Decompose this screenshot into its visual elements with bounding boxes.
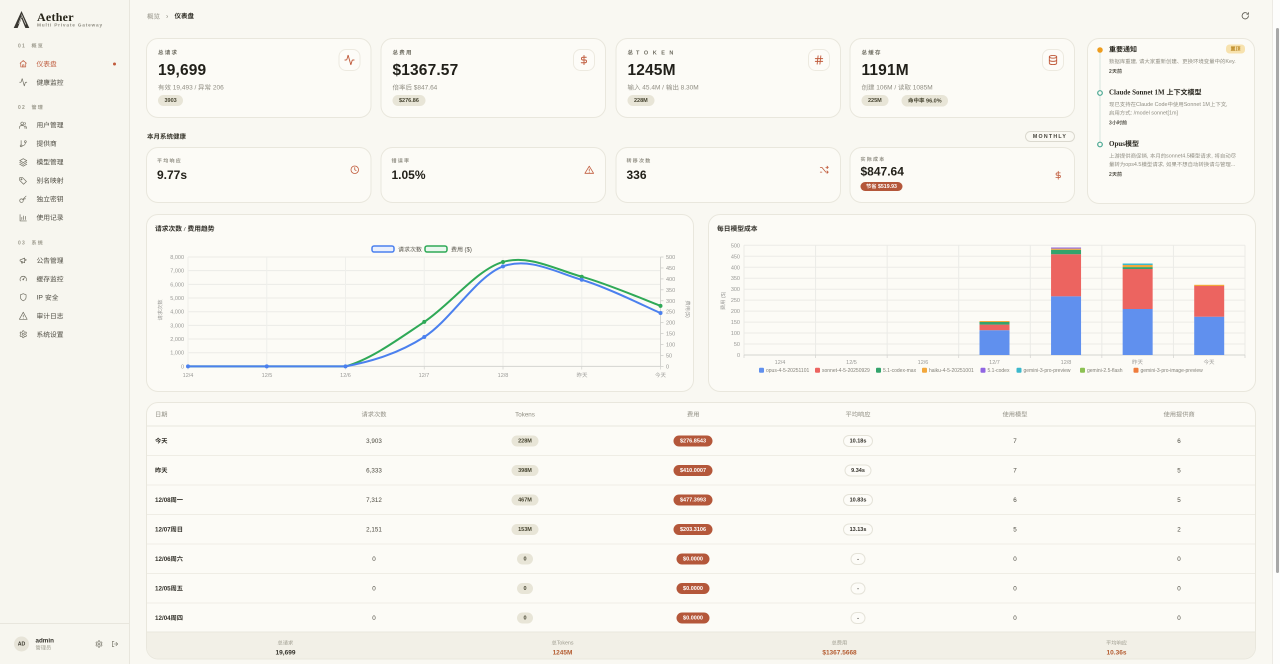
- svg-text:400: 400: [731, 265, 740, 271]
- svg-text:50: 50: [734, 342, 740, 348]
- svg-text:100: 100: [666, 343, 675, 349]
- svg-text:100: 100: [731, 331, 740, 337]
- svg-text:400: 400: [666, 277, 675, 283]
- svg-text:4,000: 4,000: [170, 310, 184, 316]
- svg-text:500: 500: [731, 243, 740, 249]
- svg-text:50: 50: [666, 353, 672, 359]
- svg-text:200: 200: [666, 321, 675, 327]
- svg-text:opus-4-5-20251101: opus-4-5-20251101: [766, 368, 809, 374]
- svg-text:12/7: 12/7: [989, 360, 1000, 366]
- svg-text:450: 450: [666, 266, 675, 272]
- svg-text:3,000: 3,000: [170, 323, 184, 329]
- svg-text:12/4: 12/4: [775, 360, 786, 366]
- svg-text:5.1-codex: 5.1-codex: [988, 368, 1010, 374]
- svg-text:12/6: 12/6: [918, 360, 929, 366]
- svg-text:haiku-4-5-20251001: haiku-4-5-20251001: [929, 368, 974, 374]
- svg-text:5,000: 5,000: [170, 296, 184, 302]
- svg-text:0: 0: [666, 364, 669, 370]
- svg-text:150: 150: [731, 320, 740, 326]
- svg-text:12/4: 12/4: [183, 373, 194, 379]
- svg-text:500: 500: [666, 255, 675, 261]
- svg-text:12/5: 12/5: [846, 360, 857, 366]
- svg-text:0: 0: [181, 364, 184, 370]
- svg-text:12/7: 12/7: [419, 373, 430, 379]
- svg-text:350: 350: [731, 276, 740, 282]
- svg-text:7,000: 7,000: [170, 269, 184, 275]
- svg-text:150: 150: [666, 332, 675, 338]
- svg-text:gemini-3-pro-image-preview: gemini-3-pro-image-preview: [1141, 368, 1204, 374]
- svg-text:250: 250: [731, 298, 740, 304]
- svg-text:sonnet-4-5-20250929: sonnet-4-5-20250929: [822, 368, 870, 374]
- svg-text:300: 300: [731, 287, 740, 293]
- svg-text:2,000: 2,000: [170, 337, 184, 343]
- svg-text:12/5: 12/5: [262, 373, 273, 379]
- svg-text:($): ($): [465, 248, 472, 254]
- svg-text:gemini-2.5-flash: gemini-2.5-flash: [1087, 368, 1123, 374]
- svg-text:($): ($): [684, 311, 690, 318]
- svg-text:300: 300: [666, 299, 675, 305]
- svg-text:8,000: 8,000: [170, 255, 184, 261]
- svg-text:200: 200: [731, 309, 740, 315]
- svg-text:1,000: 1,000: [170, 351, 184, 357]
- svg-text:gemini-3-pro-preview: gemini-3-pro-preview: [1024, 368, 1071, 374]
- svg-text:450: 450: [731, 254, 740, 260]
- svg-text:12/8: 12/8: [498, 373, 509, 379]
- svg-text:0: 0: [737, 353, 740, 359]
- svg-text:12/8: 12/8: [1061, 360, 1072, 366]
- svg-text:6,000: 6,000: [170, 282, 184, 288]
- svg-text:12/6: 12/6: [340, 373, 351, 379]
- svg-text:250: 250: [666, 310, 675, 316]
- svg-text:350: 350: [666, 288, 675, 294]
- svg-text:($): ($): [721, 291, 727, 298]
- svg-text:5.1-codex-max: 5.1-codex-max: [883, 368, 917, 374]
